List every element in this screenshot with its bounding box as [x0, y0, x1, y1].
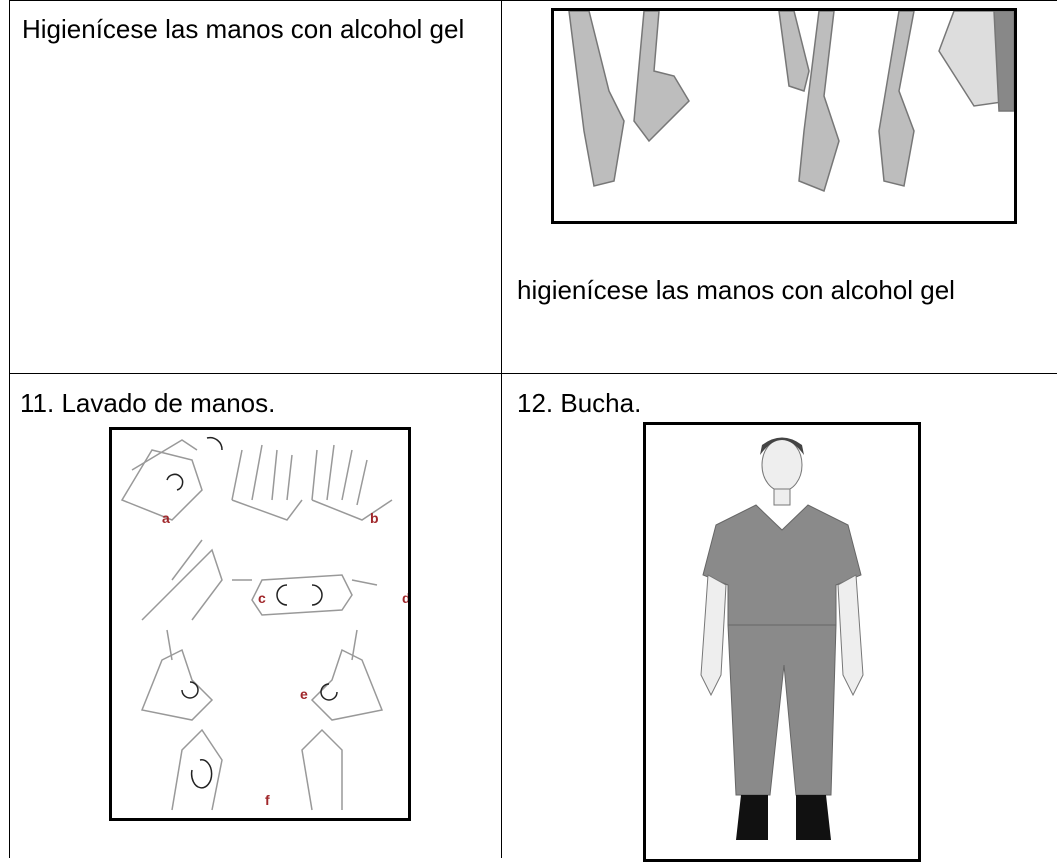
step-label: e: [300, 686, 308, 702]
step-label: d: [402, 590, 408, 606]
step-label: a: [162, 510, 170, 526]
step-label: b: [370, 510, 379, 526]
gloves-illustration: [568, 11, 1014, 193]
step-label: f: [265, 792, 270, 808]
table-border: [9, 373, 1057, 374]
table-border: [501, 0, 502, 858]
gloves-image: [551, 8, 1017, 224]
cell-text: 11. Lavado de manos.: [20, 388, 276, 418]
cell-text: Higienícese las manos con alcohol gel: [22, 14, 465, 44]
table-border: [9, 0, 1057, 1]
step-label: c: [258, 590, 266, 606]
cell-caption: higienícese las manos con alcohol gel: [517, 275, 955, 305]
handwash-illustration: [120, 436, 393, 811]
cell-text: 12. Bucha.: [517, 388, 642, 418]
uniform-image: [643, 422, 921, 862]
handwash-image: a b c d e f: [109, 427, 411, 821]
handwash-labels: a b c d e f: [162, 510, 408, 808]
table-border: [9, 0, 10, 858]
uniform-illustration: [700, 437, 864, 840]
